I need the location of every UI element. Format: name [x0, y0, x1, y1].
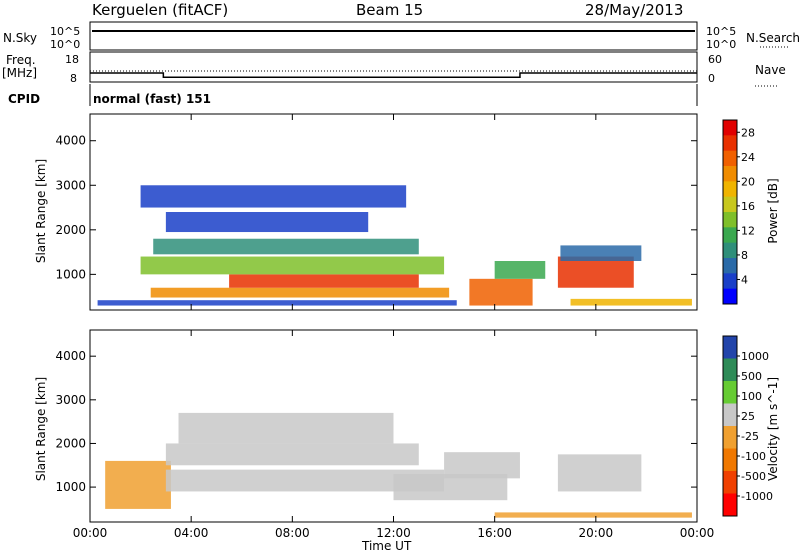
colorbar-swatch-0-9: [723, 258, 737, 274]
y-tick-label-0-3: 4000: [55, 134, 86, 148]
x-tick-label-1: 04:00: [174, 526, 209, 540]
y-tick-label-0-1: 2000: [55, 223, 86, 237]
colorbar-swatch-0-2: [723, 150, 737, 167]
heatmap-region-0-4: [153, 238, 419, 255]
y-tick-label-0-2: 3000: [55, 178, 86, 192]
freq-trace: [90, 72, 697, 78]
velocity-y-axis-title: Slant Range [km]: [34, 376, 48, 482]
freq-unit-label: [MHz]: [2, 66, 38, 80]
power-y-axis-title: Slant Range [km]: [34, 158, 48, 264]
colorbar-swatch-0-7: [723, 227, 737, 244]
heatmap-region-0-6: [140, 185, 407, 208]
colorbar-tick-label-1-5: -100: [741, 450, 766, 463]
colorbar-tick-label-1-0: 1000: [741, 350, 769, 363]
colorbar-swatch-0-0: [723, 120, 737, 136]
heatmap-region-0-8: [494, 261, 546, 279]
x-axis-title: Time UT: [362, 539, 412, 553]
date-title: 28/May/2013: [585, 1, 684, 19]
nave-tick-bottom: 0: [708, 72, 715, 85]
colorbar-swatch-1-6: [723, 471, 737, 494]
colorbar-tick-label-0-4: 20: [741, 175, 755, 188]
beam-title: Beam 15: [356, 1, 424, 19]
colorbar-frame-1: [722, 335, 738, 517]
nave-tick-top: 60: [708, 53, 722, 66]
colorbar-swatch-0-4: [723, 181, 737, 198]
heatmap-region-1-1: [165, 469, 445, 492]
cpid-label: CPID: [8, 92, 41, 106]
colorbar-tick-label-1-2: 100: [741, 390, 762, 403]
heatmap-region-1-6: [557, 454, 642, 492]
heatmap-region-1-7: [494, 512, 692, 518]
heatmap-region-0-5: [165, 212, 369, 233]
heatmap-region-0-7: [469, 278, 533, 306]
colorbar-swatch-0-1: [723, 135, 737, 152]
cpid-mode: normal (fast) 151: [93, 92, 211, 106]
nave-label: Nave: [755, 63, 786, 77]
heatmap-region-1-0: [105, 460, 171, 509]
colorbar-swatch-0-11: [723, 288, 737, 305]
y-tick-label-1-2: 3000: [55, 393, 86, 407]
nsky-tick-top: 10^5: [50, 25, 81, 38]
y-tick-label-1-0: 1000: [55, 480, 86, 494]
colorbar-swatch-0-6: [723, 212, 737, 228]
nsky-tick-bottom: 10^0: [50, 38, 81, 51]
heatmap-region-0-10: [560, 245, 642, 261]
heatmap-region-1-5: [444, 452, 520, 479]
colorbar-swatch-0-3: [723, 166, 737, 182]
heatmap-region-1-2: [165, 443, 419, 466]
heatmap-region-0-2: [229, 274, 419, 288]
colorbar-tick-label-0-1: 8: [741, 249, 748, 262]
colorbar-swatch-1-5: [723, 448, 737, 472]
station-title: Kerguelen (fitACF): [92, 1, 229, 19]
nsearch-tick-top: 10^5: [706, 25, 737, 38]
nsearch-tick-bottom: 10^0: [706, 38, 737, 51]
colorbar-swatch-1-0: [723, 336, 737, 359]
x-tick-label-3: 12:00: [376, 526, 411, 540]
colorbar-frame-0: [722, 119, 738, 305]
heatmap-region-0-0: [97, 300, 457, 306]
colorbar-tick-label-0-0: 4: [741, 273, 748, 286]
colorbar-swatch-1-2: [723, 381, 737, 404]
y-tick-label-0-0: 1000: [55, 267, 86, 281]
x-tick-label-0: 00:00: [73, 526, 108, 540]
y-tick-label-1-3: 4000: [55, 349, 86, 363]
colorbar-swatch-1-4: [723, 426, 737, 449]
freq-tick-bottom: 8: [70, 72, 77, 85]
colorbar-tick-label-0-6: 28: [741, 126, 755, 139]
colorbar-swatch-0-8: [723, 242, 737, 259]
colorbar-tick-label-0-5: 24: [741, 151, 755, 164]
noise-panel-frame: [89, 21, 698, 51]
colorbar-tick-label-1-1: 500: [741, 370, 762, 383]
colorbar-swatch-1-7: [723, 493, 737, 517]
x-tick-label-5: 20:00: [579, 526, 614, 540]
heatmap-region-0-11: [570, 298, 692, 306]
x-tick-label-4: 16:00: [477, 526, 512, 540]
colorbar-swatch-0-5: [723, 196, 737, 213]
nsky-label: N.Sky: [3, 31, 38, 45]
colorbar-swatch-0-10: [723, 273, 737, 290]
colorbar-tick-label-1-6: -500: [741, 470, 766, 483]
heatmap-region-0-9: [557, 256, 634, 288]
colorbar-tick-label-0-2: 12: [741, 224, 755, 237]
colorbar-tick-label-0-3: 16: [741, 200, 755, 213]
x-tick-label-6: 00:00: [680, 526, 715, 540]
freq-label: Freq.: [6, 53, 36, 67]
colorbar-swatch-1-1: [723, 358, 737, 382]
x-tick-label-2: 08:00: [275, 526, 310, 540]
colorbar-tick-label-1-4: -25: [741, 430, 759, 443]
freq-tick-top: 18: [65, 53, 79, 66]
heatmap-region-1-3: [178, 412, 394, 444]
velocity-colorbar-title: Velocity [m s^-1]: [766, 376, 780, 482]
heatmap-region-0-1: [150, 287, 450, 298]
nsearch-label: N.Search: [746, 31, 800, 45]
heatmap-region-0-3: [140, 256, 445, 275]
y-tick-label-1-1: 2000: [55, 436, 86, 450]
colorbar-swatch-1-3: [723, 403, 737, 427]
freq-panel-frame: [89, 51, 698, 83]
power-colorbar-title: Power [dB]: [766, 178, 780, 244]
colorbar-tick-label-1-3: 25: [741, 410, 755, 423]
colorbar-tick-label-1-7: -1000: [741, 490, 773, 503]
